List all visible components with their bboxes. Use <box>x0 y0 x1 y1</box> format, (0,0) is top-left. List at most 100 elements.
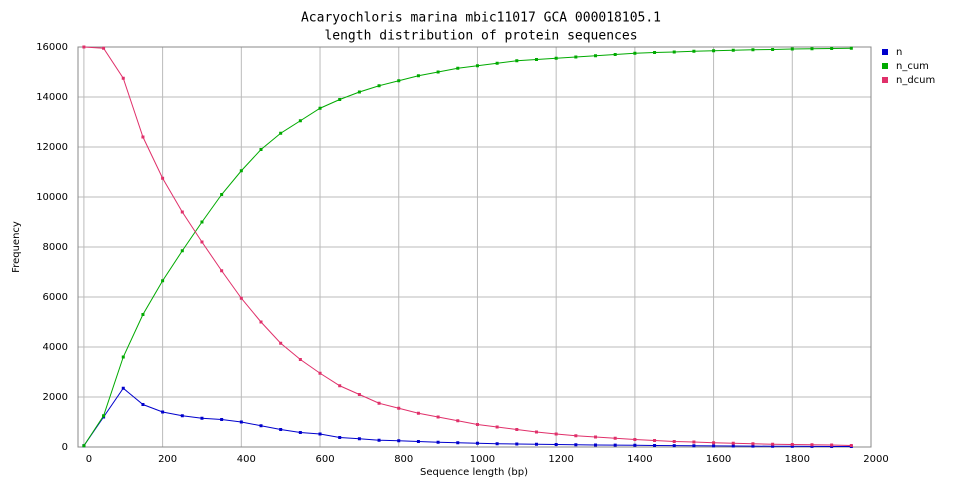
data-point <box>318 106 322 110</box>
data-point <box>318 371 322 375</box>
data-point <box>239 420 243 424</box>
data-point <box>416 74 420 78</box>
data-point <box>436 415 440 419</box>
y-tick-label: 8000 <box>43 242 68 253</box>
data-point <box>220 418 224 421</box>
data-point <box>712 49 716 53</box>
data-point <box>416 411 420 415</box>
data-point <box>279 131 283 135</box>
data-point <box>712 444 716 448</box>
data-point <box>810 47 814 51</box>
data-point <box>475 64 479 68</box>
data-point <box>475 441 479 445</box>
y-tick-label: 0 <box>62 442 68 453</box>
data-point <box>416 440 420 443</box>
data-point <box>731 444 735 448</box>
x-tick-label: 400 <box>237 454 256 465</box>
data-point <box>633 51 637 55</box>
data-point <box>456 419 460 423</box>
data-point <box>161 410 165 414</box>
data-point <box>534 430 538 434</box>
data-point <box>102 414 106 418</box>
data-point <box>633 443 637 447</box>
data-point <box>810 443 814 447</box>
data-point <box>515 59 519 63</box>
data-point <box>239 296 243 300</box>
data-point <box>653 439 657 442</box>
data-point <box>495 442 499 446</box>
data-point <box>82 45 86 49</box>
data-point <box>161 279 165 283</box>
data-point <box>338 384 342 388</box>
data-point <box>220 269 224 273</box>
data-point <box>692 444 696 448</box>
data-point <box>613 443 617 447</box>
data-point <box>554 56 558 60</box>
data-point <box>613 436 617 440</box>
legend-label: n_dcum <box>896 75 935 86</box>
data-point <box>613 53 617 56</box>
data-point <box>180 210 184 214</box>
data-point <box>515 442 519 446</box>
data-point <box>751 444 755 448</box>
data-point <box>594 54 598 58</box>
data-point <box>574 55 578 59</box>
data-point <box>279 341 283 345</box>
data-point <box>653 51 657 54</box>
data-point <box>121 386 125 390</box>
data-point <box>633 438 637 441</box>
data-point <box>200 220 204 224</box>
legend-swatch <box>882 49 888 55</box>
data-point <box>239 169 243 173</box>
data-point <box>259 148 263 151</box>
data-point <box>82 444 86 448</box>
data-point <box>200 240 204 244</box>
x-tick-label: 2000 <box>863 454 888 465</box>
data-point <box>731 48 735 52</box>
data-point <box>830 443 834 447</box>
data-point <box>731 441 735 445</box>
y-tick-label: 6000 <box>43 292 68 303</box>
data-point <box>298 119 302 123</box>
data-point <box>495 61 499 65</box>
data-point <box>200 416 204 420</box>
data-point <box>771 48 775 51</box>
x-tick-label: 0 <box>86 454 92 465</box>
x-tick-label: 600 <box>315 454 334 465</box>
data-point <box>357 437 361 441</box>
data-point <box>161 176 165 180</box>
chart-subtitle: length distribution of protein sequences <box>324 29 637 44</box>
series-line <box>83 387 852 447</box>
data-point <box>259 320 263 324</box>
plot-frame <box>77 46 872 448</box>
data-point <box>298 431 302 434</box>
data-point <box>180 249 184 253</box>
data-point <box>554 443 558 446</box>
x-tick-label: 1400 <box>627 454 652 465</box>
data-point <box>102 46 106 50</box>
series-line <box>83 47 852 447</box>
data-point <box>436 70 440 74</box>
data-point <box>554 432 558 436</box>
data-point <box>751 48 755 52</box>
data-point <box>751 442 755 446</box>
legend-swatch <box>882 77 888 83</box>
data-point <box>672 440 676 443</box>
data-point <box>436 440 440 444</box>
data-point <box>318 432 322 436</box>
data-point <box>790 444 794 448</box>
x-axis-label: Sequence length (bp) <box>420 467 528 478</box>
data-point <box>790 443 794 446</box>
data-point <box>121 76 125 80</box>
data-point <box>377 84 381 88</box>
y-tick-label: 16000 <box>36 42 68 53</box>
data-point <box>377 438 381 442</box>
data-point <box>279 428 283 431</box>
data-point <box>771 442 775 446</box>
data-point <box>830 47 834 50</box>
data-point <box>515 428 519 431</box>
x-tick-label: 1200 <box>548 454 573 465</box>
data-point <box>790 47 794 51</box>
legend-label: n_cum <box>896 61 929 72</box>
